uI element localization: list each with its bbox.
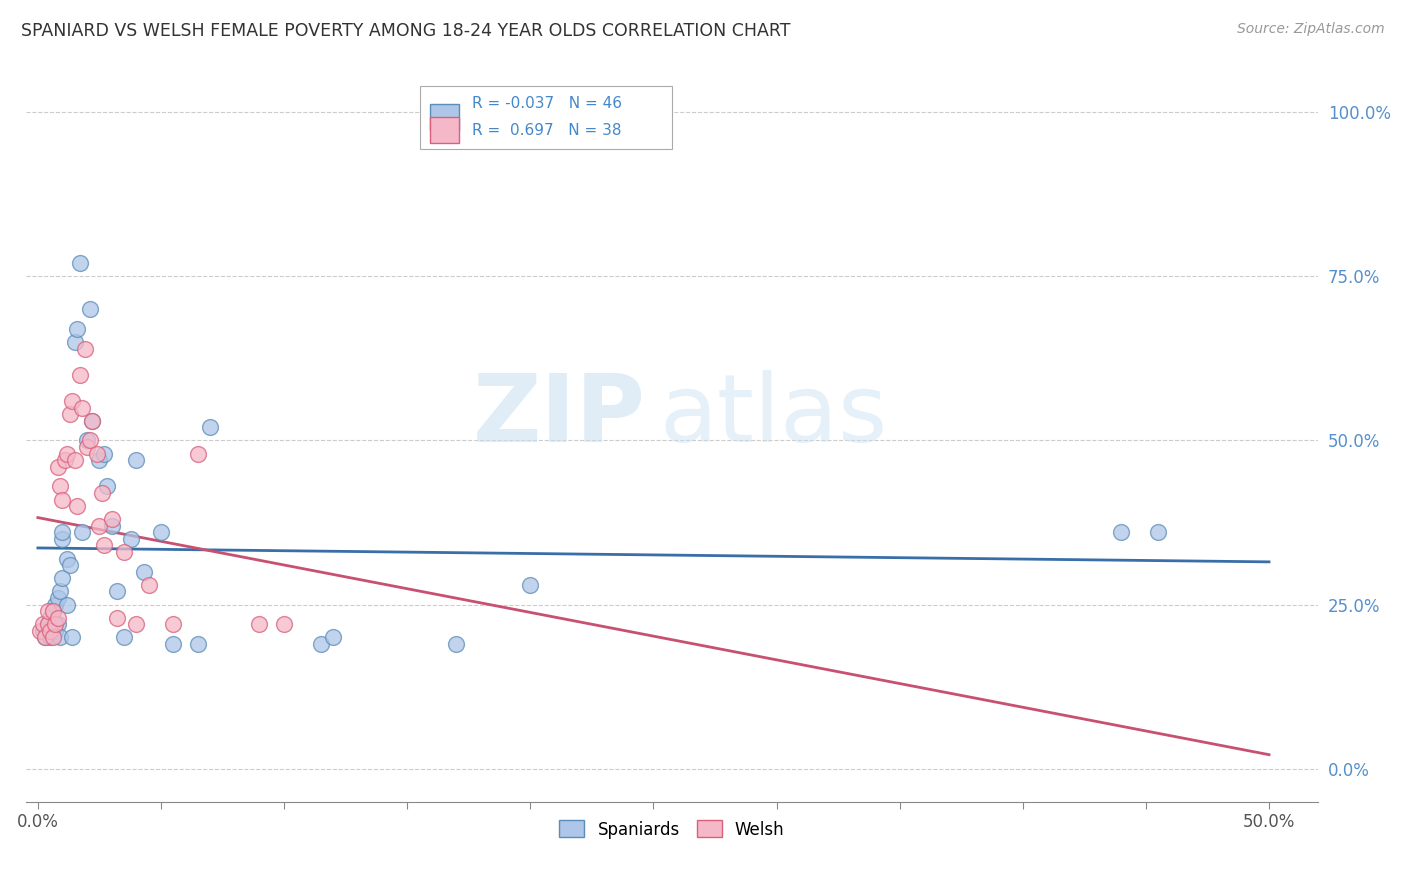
Point: [69, 368, 91, 382]
Point: [76, 434, 98, 448]
Point: [69, 256, 91, 270]
FancyBboxPatch shape: [420, 86, 672, 149]
Point: [37, 604, 59, 618]
Point: [309, 637, 332, 651]
Point: [37, 617, 59, 632]
Point: [89, 518, 111, 533]
Point: [56, 551, 79, 566]
Point: [80, 414, 103, 428]
Point: [76, 440, 98, 454]
Text: SPANIARD VS WELSH FEMALE POVERTY AMONG 18-24 YEAR OLDS CORRELATION CHART: SPANIARD VS WELSH FEMALE POVERTY AMONG 1…: [21, 22, 790, 40]
Point: [46, 459, 69, 474]
Point: [1111, 525, 1133, 540]
Point: [44, 624, 66, 638]
Point: [322, 631, 344, 645]
Point: [138, 578, 160, 592]
Point: [49, 584, 72, 599]
Point: [51, 492, 73, 507]
Point: [70, 401, 93, 415]
Point: [125, 617, 148, 632]
Point: [79, 434, 101, 448]
Point: [51, 571, 73, 585]
Point: [39, 631, 62, 645]
Point: [89, 453, 111, 467]
Text: ZIP: ZIP: [474, 370, 647, 462]
Text: R =  0.697   N = 38: R = 0.697 N = 38: [471, 123, 621, 138]
Point: [73, 342, 96, 356]
Point: [249, 617, 271, 632]
Point: [31, 617, 53, 632]
Point: [86, 446, 108, 460]
Point: [60, 394, 83, 409]
Point: [59, 407, 82, 421]
Point: [41, 604, 63, 618]
Point: [44, 598, 66, 612]
Point: [132, 565, 155, 579]
Point: [37, 617, 59, 632]
Point: [70, 525, 93, 540]
Point: [80, 414, 103, 428]
Point: [150, 525, 173, 540]
Point: [39, 624, 62, 638]
Point: [200, 420, 222, 434]
Point: [120, 532, 142, 546]
Point: [41, 631, 63, 645]
Point: [31, 624, 53, 638]
Point: [162, 617, 184, 632]
Legend: Spaniards, Welsh: Spaniards, Welsh: [553, 814, 792, 846]
Point: [46, 591, 69, 605]
Point: [187, 637, 209, 651]
Point: [100, 518, 122, 533]
Point: [273, 617, 295, 632]
Point: [59, 558, 82, 573]
Point: [51, 525, 73, 540]
FancyBboxPatch shape: [430, 104, 458, 130]
Point: [49, 479, 72, 493]
Point: [39, 611, 62, 625]
FancyBboxPatch shape: [430, 117, 458, 143]
Point: [446, 637, 468, 651]
Point: [112, 631, 135, 645]
Point: [100, 512, 122, 526]
Point: [60, 631, 83, 645]
Point: [105, 611, 128, 625]
Point: [34, 631, 56, 645]
Point: [41, 617, 63, 632]
Point: [1147, 525, 1170, 540]
Point: [30, 624, 52, 638]
Point: [90, 486, 112, 500]
Point: [51, 532, 73, 546]
Text: Source: ZipAtlas.com: Source: ZipAtlas.com: [1237, 22, 1385, 37]
Point: [46, 611, 69, 625]
Point: [93, 539, 115, 553]
Point: [112, 545, 135, 559]
Point: [187, 446, 209, 460]
Point: [93, 446, 115, 460]
Text: R = -0.037   N = 46: R = -0.037 N = 46: [471, 95, 621, 111]
Point: [56, 446, 79, 460]
Point: [63, 334, 86, 349]
Point: [162, 637, 184, 651]
Point: [63, 453, 86, 467]
Point: [66, 499, 89, 513]
Point: [49, 631, 72, 645]
Point: [66, 322, 89, 336]
Point: [519, 578, 541, 592]
Point: [96, 479, 118, 493]
Point: [41, 604, 63, 618]
Point: [105, 584, 128, 599]
Text: atlas: atlas: [659, 370, 887, 462]
Point: [125, 453, 148, 467]
Point: [53, 453, 76, 467]
Point: [46, 617, 69, 632]
Point: [34, 631, 56, 645]
Point: [79, 302, 101, 317]
Point: [44, 617, 66, 632]
Point: [56, 598, 79, 612]
